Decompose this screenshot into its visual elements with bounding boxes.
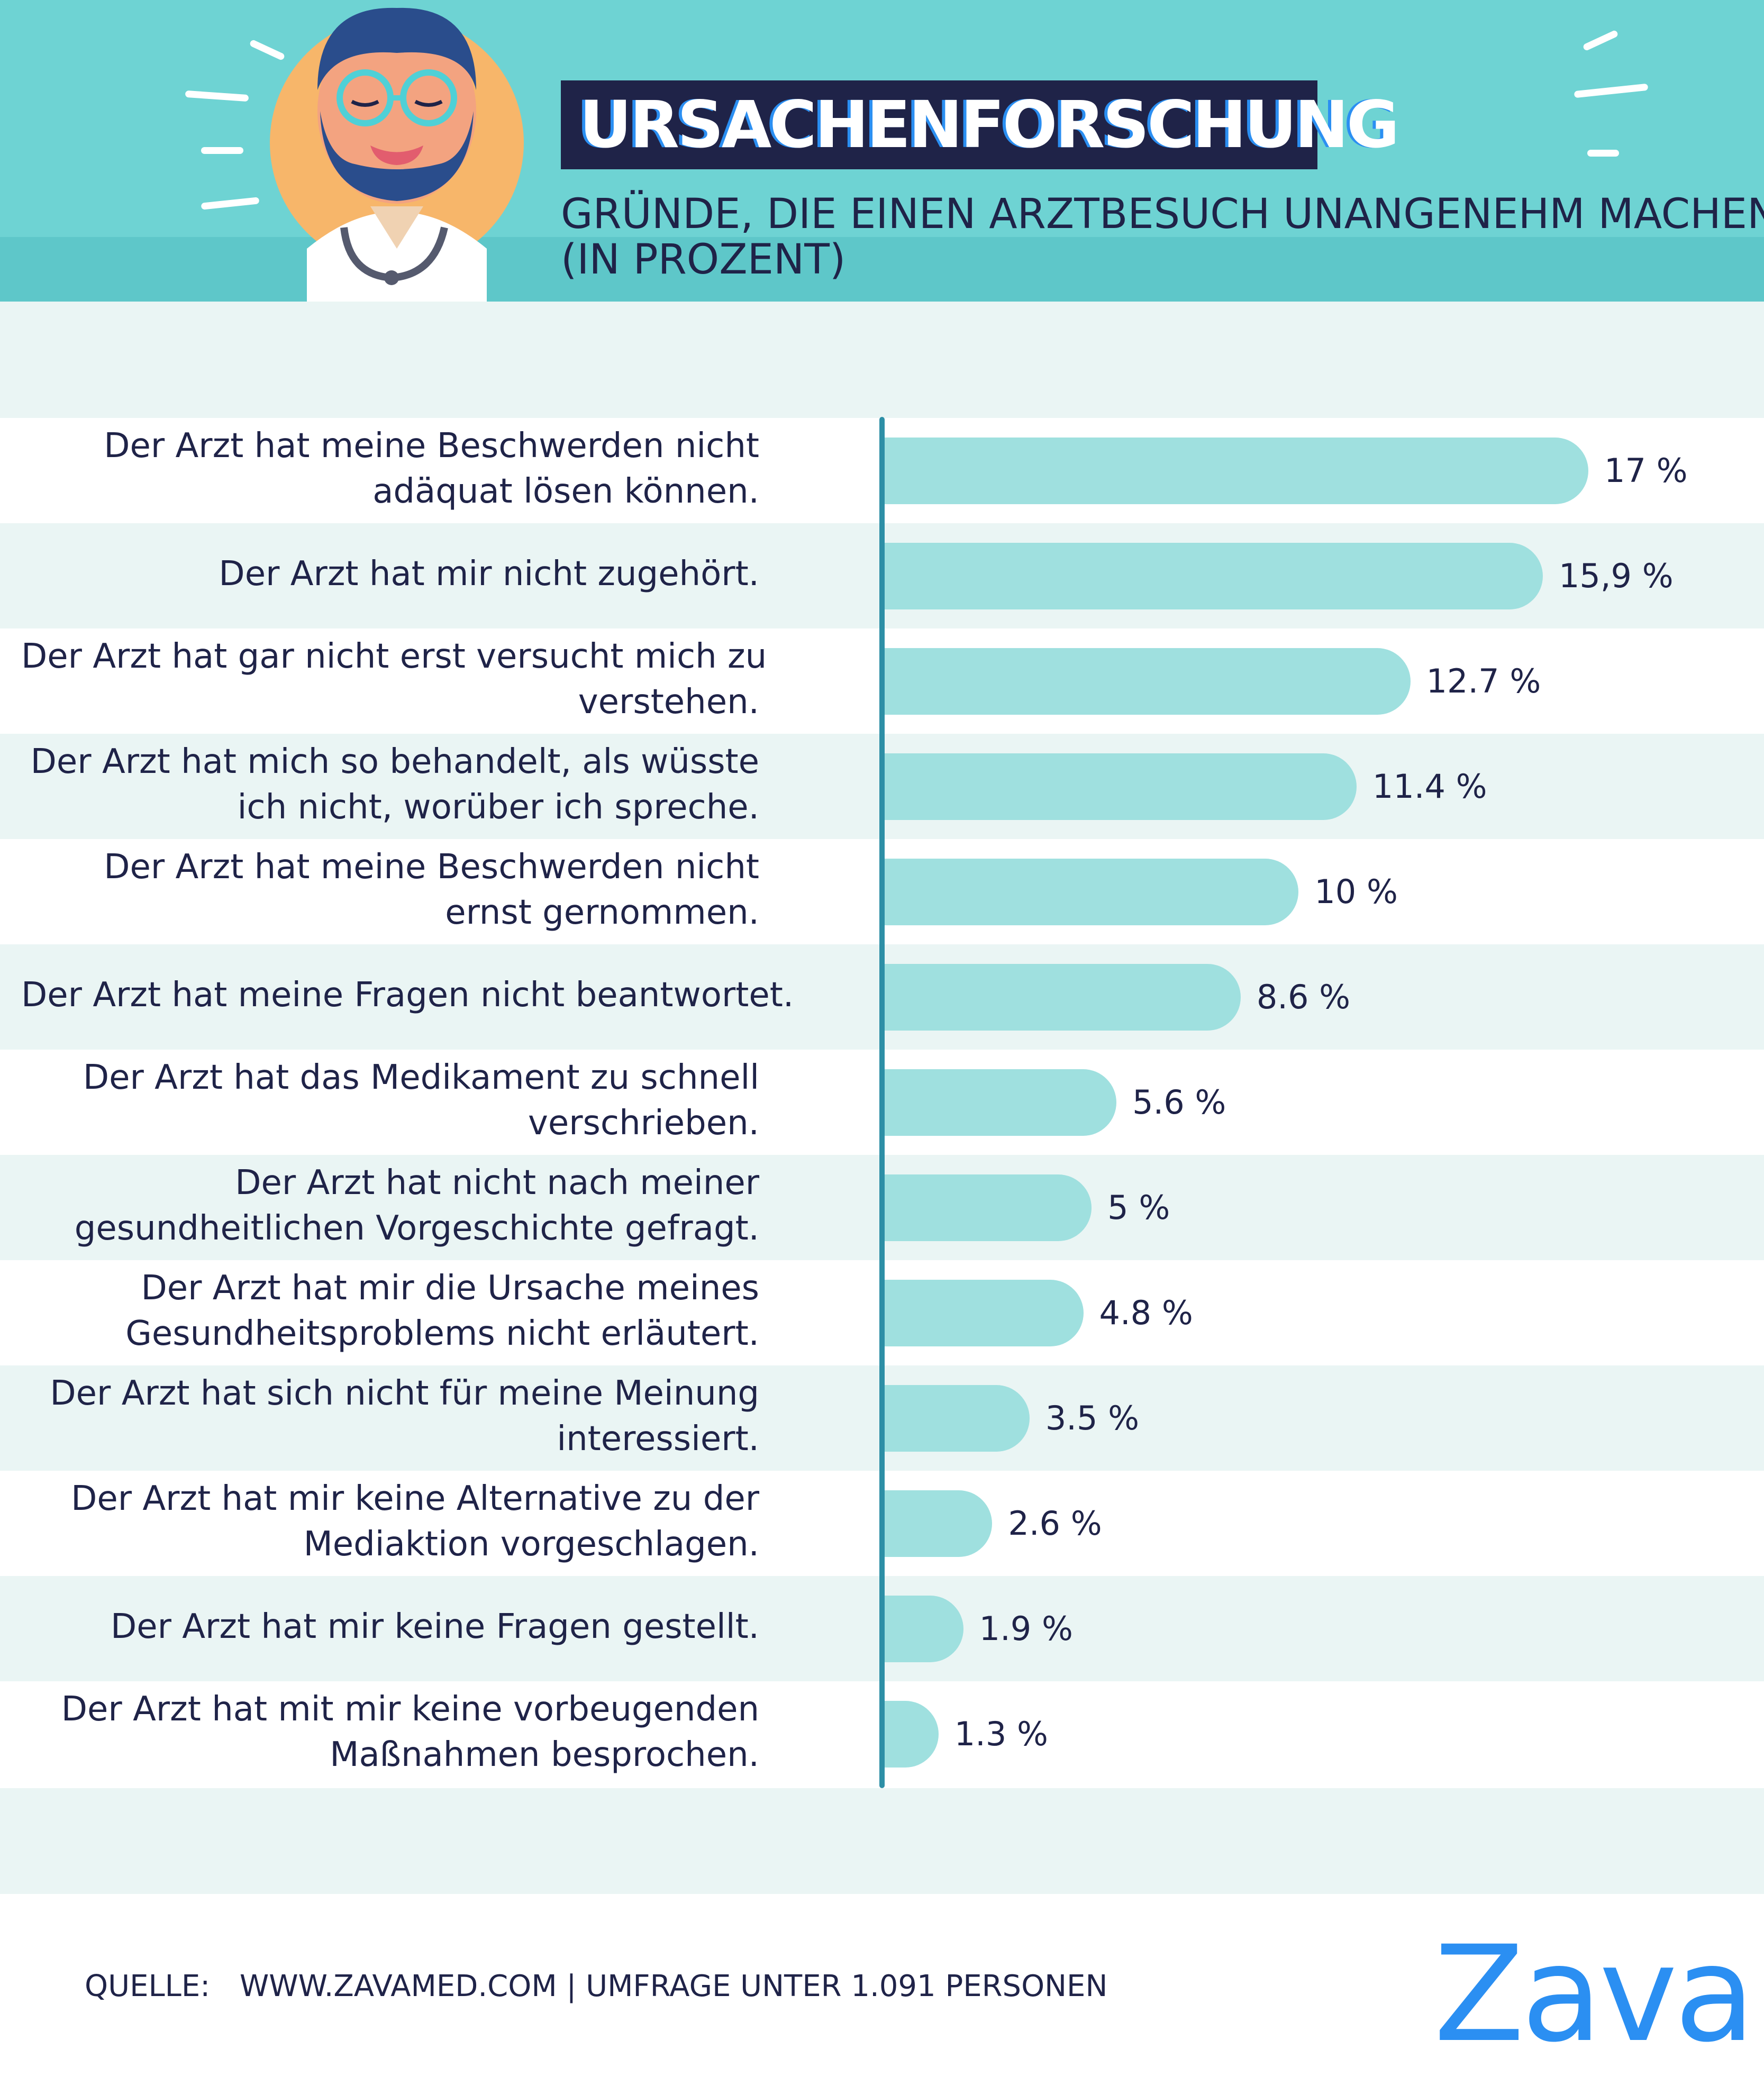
bar-value-label: 15,9 %: [1558, 556, 1674, 595]
bar-category-label-line: Der Arzt hat gar nicht erst versucht mic…: [21, 636, 767, 676]
bar: [885, 1069, 1117, 1136]
bar-category-label: Der Arzt hat meine Beschwerden nicht erns…: [21, 844, 759, 935]
sparkle-right-1: [1582, 29, 1619, 52]
bar-category-label: Der Arzt hat meine Fragen nicht beantwor…: [21, 972, 794, 1018]
subtitle-line-2: (IN PROZENT): [561, 236, 846, 284]
bar-category-label-line: verstehen.: [578, 682, 759, 722]
bar-category-label: Der Arzt hat gar nicht erst versucht mic…: [21, 634, 767, 725]
bar-category-label-line: Der Arzt hat meine Beschwerden nicht: [104, 847, 759, 887]
bar-category-label-line: Der Arzt hat sich nicht für meine Meinun…: [50, 1373, 759, 1413]
bar-value-label: 12.7 %: [1426, 661, 1541, 700]
bar: [885, 437, 1588, 504]
bar-category-label-line: Der Arzt hat meine Beschwerden nicht: [104, 426, 759, 466]
source-label: QUELLE:: [85, 1969, 211, 2003]
chart-top-spacer: [0, 302, 1764, 418]
title-box: [561, 80, 1317, 169]
bar: [885, 753, 1357, 820]
bar-category-label-line: Der Arzt hat mit mir keine vorbeugenden: [61, 1689, 759, 1729]
bar-category-label: Der Arzt hat meine Beschwerden nicht adäq…: [21, 423, 759, 514]
bar: [885, 648, 1411, 715]
bar-value-label: 3.5 %: [1045, 1398, 1140, 1437]
bar-category-label-line: adäquat lösen können.: [372, 471, 759, 511]
bar-value-label: 5.6 %: [1132, 1082, 1226, 1122]
bar-category-label: Der Arzt hat mit mir keine vorbeugenden M…: [21, 1687, 759, 1778]
header-band: [0, 237, 1764, 302]
bar: [885, 1490, 993, 1557]
bar-value-label: 8.6 %: [1256, 977, 1351, 1016]
header: URSACHENFORSCHUNG GRÜNDE, DIE EINEN ARZT…: [0, 0, 1764, 302]
bar-category-label-line: Mediaktion vorgeschlagen.: [303, 1524, 759, 1564]
bar: [885, 1700, 939, 1768]
bar: [885, 1384, 1030, 1452]
bar: [885, 963, 1241, 1031]
bar-value-label: 11.4 %: [1372, 767, 1487, 806]
bar-category-label-line: Gesundheitsproblems nicht erläutert.: [125, 1314, 759, 1353]
bar-category-label: Der Arzt hat mich so behandelt, als wüss…: [21, 739, 759, 830]
sparkle-right-3: [1587, 150, 1619, 157]
subtitle-line-1: GRÜNDE, DIE EINEN ARZTBESUCH UNANGENEHM …: [561, 190, 1764, 238]
bar-value-label: 4.8 %: [1099, 1293, 1193, 1332]
bar-category-label: Der Arzt hat sich nicht für meine Meinun…: [21, 1371, 759, 1462]
bar: [885, 1279, 1084, 1346]
bar-category-label-line: Der Arzt hat das Medikament zu schnell: [83, 1058, 759, 1097]
bar-category-label: Der Arzt hat nicht nach meiner gesundheit…: [21, 1160, 759, 1251]
footer: [0, 1894, 1764, 2077]
sparkle-left-2: [201, 147, 243, 154]
source-text: WWW.ZAVAMED.COM | UMFRAGE UNTER 1.091 PE…: [239, 1969, 1108, 2003]
sparkle-left-3: [201, 197, 260, 210]
bar-value-label: 1.9 %: [979, 1609, 1073, 1648]
bar-category-label: Der Arzt hat mir keine Fragen gestellt.: [21, 1604, 759, 1650]
bar-category-label: Der Arzt hat das Medikament zu schnell ve…: [21, 1055, 759, 1146]
bar: [885, 858, 1299, 925]
infographic-subtitle: GRÜNDE, DIE EINEN ARZTBESUCH UNANGENEHM …: [561, 190, 1764, 284]
bar-category-label-line: ernst gernommen.: [445, 892, 759, 932]
bar-category-label-line: Maßnahmen besprochen.: [330, 1735, 759, 1774]
bar-value-label: 17 %: [1604, 451, 1688, 490]
bar-category-label: Der Arzt hat mir die Ursache meines Gesun…: [21, 1265, 759, 1356]
bar-category-label-line: interessiert.: [557, 1419, 759, 1459]
bar: [885, 1174, 1092, 1241]
zava-logo: Zava: [1434, 1917, 1756, 2071]
bar-category-label-line: ich nicht, worüber ich spreche.: [237, 787, 759, 827]
chart-axis-line: [879, 417, 885, 1788]
bar-category-label-line: Der Arzt hat mir keine Alternative zu de…: [71, 1479, 759, 1518]
chart-bottom-spacer: [0, 1788, 1764, 1894]
bar-category-label-line: Der Arzt hat mir nicht zugehört.: [219, 554, 759, 594]
bar-category-label-line: Der Arzt hat mich so behandelt, als wüss…: [30, 742, 759, 781]
source-note: QUELLE: WWW.ZAVAMED.COM | UMFRAGE UNTER …: [85, 1968, 1107, 2005]
bar-category-label-line: gesundheitlichen Vorgeschichte gefragt.: [74, 1208, 759, 1248]
bar-category-label-line: Der Arzt hat mir keine Fragen gestellt.: [110, 1607, 759, 1646]
bar-value-label: 1.3 %: [954, 1714, 1048, 1753]
bar-category-label: Der Arzt hat mir nicht zugehört.: [21, 551, 759, 597]
bar-category-label-line: verschrieben.: [528, 1103, 759, 1143]
sparkle-right-2: [1574, 83, 1649, 98]
bar-value-label: 5 %: [1107, 1188, 1170, 1227]
bar-value-label: 10 %: [1314, 872, 1398, 911]
bar-category-label-line: Der Arzt hat nicht nach meiner: [235, 1163, 759, 1203]
infographic-title: URSACHENFORSCHUNG: [579, 87, 1399, 162]
sparkle-left-1: [185, 90, 249, 102]
bar-category-label-line: Der Arzt hat mir die Ursache meines: [141, 1268, 759, 1308]
bar: [885, 1595, 963, 1662]
bar-category-label: Der Arzt hat mir keine Alternative zu de…: [21, 1476, 759, 1567]
bar-category-label-line: Der Arzt hat meine Fragen nicht beantwor…: [21, 975, 794, 1015]
bar-value-label: 2.6 %: [1008, 1504, 1102, 1543]
doctor-avatar-icon: [270, 7, 524, 302]
bar: [885, 542, 1543, 609]
